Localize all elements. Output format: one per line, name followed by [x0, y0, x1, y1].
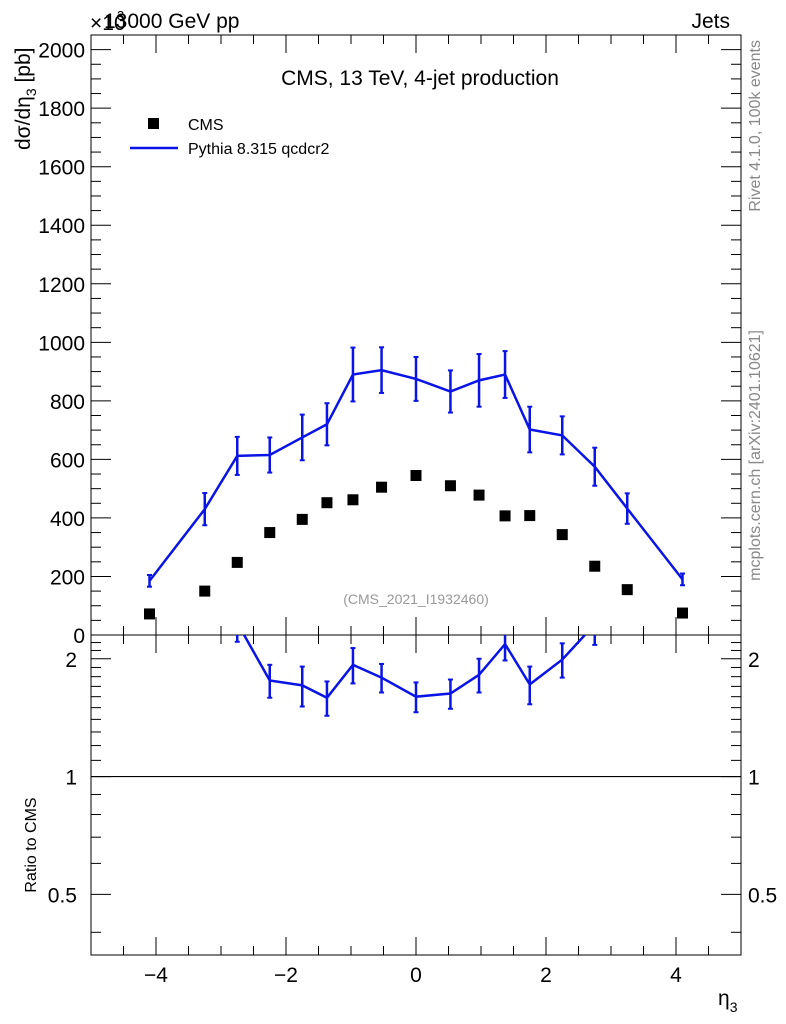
plot-title: CMS, 13 TeV, 4-jet production	[281, 67, 559, 90]
y-tick-label: 0	[73, 625, 85, 648]
y-tick-label: 1800	[38, 98, 85, 121]
x-tick-label: −4	[144, 964, 168, 987]
analysis-id: (CMS_2021_I1932460)	[343, 591, 489, 607]
cms-data-point	[410, 469, 422, 481]
cms-data-point	[231, 556, 243, 568]
rivet-label: Rivet 4.1.0, 100k events	[747, 40, 764, 212]
cms-data-point	[376, 481, 388, 493]
xlabel: η3	[718, 987, 738, 1015]
y-tick-label: 600	[50, 449, 85, 472]
y-tick-label: 1600	[38, 157, 85, 180]
cms-data-point	[621, 584, 633, 596]
y-tick-label: 200	[50, 566, 85, 589]
exponent-power: 3	[117, 8, 124, 23]
ratio-ylabel: Ratio to CMS	[23, 797, 40, 892]
x-tick-label: 0	[410, 964, 422, 987]
y-tick-label: 2000	[38, 40, 85, 63]
y-tick-label: 400	[50, 508, 85, 531]
cms-data-point	[296, 513, 308, 525]
cms-data-point	[499, 510, 511, 522]
x-tick-label: −2	[274, 964, 298, 987]
y-tick-label: 1000	[38, 332, 85, 355]
ratio-y-tick-label: 1	[65, 767, 77, 790]
y-tick-label: 800	[50, 391, 85, 414]
ratio-series	[91, 635, 741, 778]
x-tick-label: 2	[540, 964, 552, 987]
exponent-label: ×10	[90, 12, 126, 35]
energy-label: 13000 GeV pp	[104, 10, 239, 33]
main-panel: 0 200 400 600 800 1000 1200 1400 1600 1800 2000 CM…	[12, 34, 742, 648]
ratio-panel: −4 −2 0 2 4 0.5 0.5 1 1 2 2 Ratio to CMS η3	[23, 634, 777, 1015]
main-ylabel-sub: 3	[23, 88, 39, 96]
legend: CMS Pythia 8.315 qcdcr2	[130, 117, 330, 158]
ratio-y-tick-label-right: 0.5	[748, 884, 777, 907]
category-label: Jets	[691, 10, 730, 33]
cms-data-point	[524, 510, 536, 522]
y-tick-label: 1200	[38, 274, 85, 297]
ratio-y-tick-label: 0.5	[48, 884, 77, 907]
ratio-axis-ticks: −4 −2 0 2 4 0.5 0.5 1 1 2 2	[48, 635, 777, 987]
cms-data-point	[444, 480, 456, 492]
main-axis-ticks: 0 200 400 600 800 1000 1200 1400 1600 1800 2000	[38, 35, 742, 648]
ratio-y-tick-label-right: 2	[748, 649, 760, 672]
xlabel-text: η	[718, 987, 730, 1010]
cms-data-point	[677, 607, 688, 619]
cms-data-point	[264, 527, 276, 539]
cms-data-point	[199, 585, 211, 597]
cms-data-point	[473, 489, 485, 501]
xlabel-sub: 3	[730, 999, 738, 1015]
main-ylabel-unit: [pb]	[12, 47, 35, 88]
main-series	[144, 346, 688, 620]
cms-data-point	[556, 529, 568, 541]
cms-data-point	[347, 494, 359, 506]
legend-cms-label: CMS	[188, 117, 224, 134]
cms-data-point	[589, 560, 601, 572]
ratio-y-tick-label: 2	[65, 649, 77, 672]
main-ylabel-text: dσ/dη	[12, 96, 35, 150]
main-ylabel: dσ/dη3 [pb]	[12, 47, 39, 150]
legend-cms-marker	[148, 118, 159, 129]
y-tick-label: 1400	[38, 215, 85, 238]
legend-pythia-label: Pythia 8.315 qcdcr2	[188, 141, 330, 158]
ratio-y-tick-label-right: 1	[748, 767, 760, 790]
mcplots-label: mcplots.cern.ch [arXiv:2401.10621]	[747, 330, 764, 581]
x-tick-label: 4	[670, 964, 682, 987]
cms-data-point	[144, 608, 155, 620]
cms-data-point	[321, 497, 333, 509]
